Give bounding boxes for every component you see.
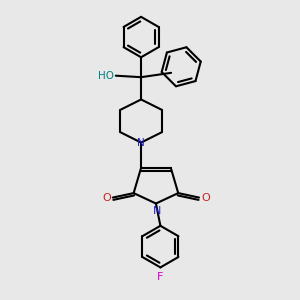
Text: F: F (157, 272, 164, 282)
Text: N: N (137, 138, 145, 148)
Text: O: O (201, 193, 210, 202)
Text: HO: HO (98, 71, 114, 81)
Text: N: N (153, 206, 162, 217)
Text: O: O (102, 193, 111, 202)
